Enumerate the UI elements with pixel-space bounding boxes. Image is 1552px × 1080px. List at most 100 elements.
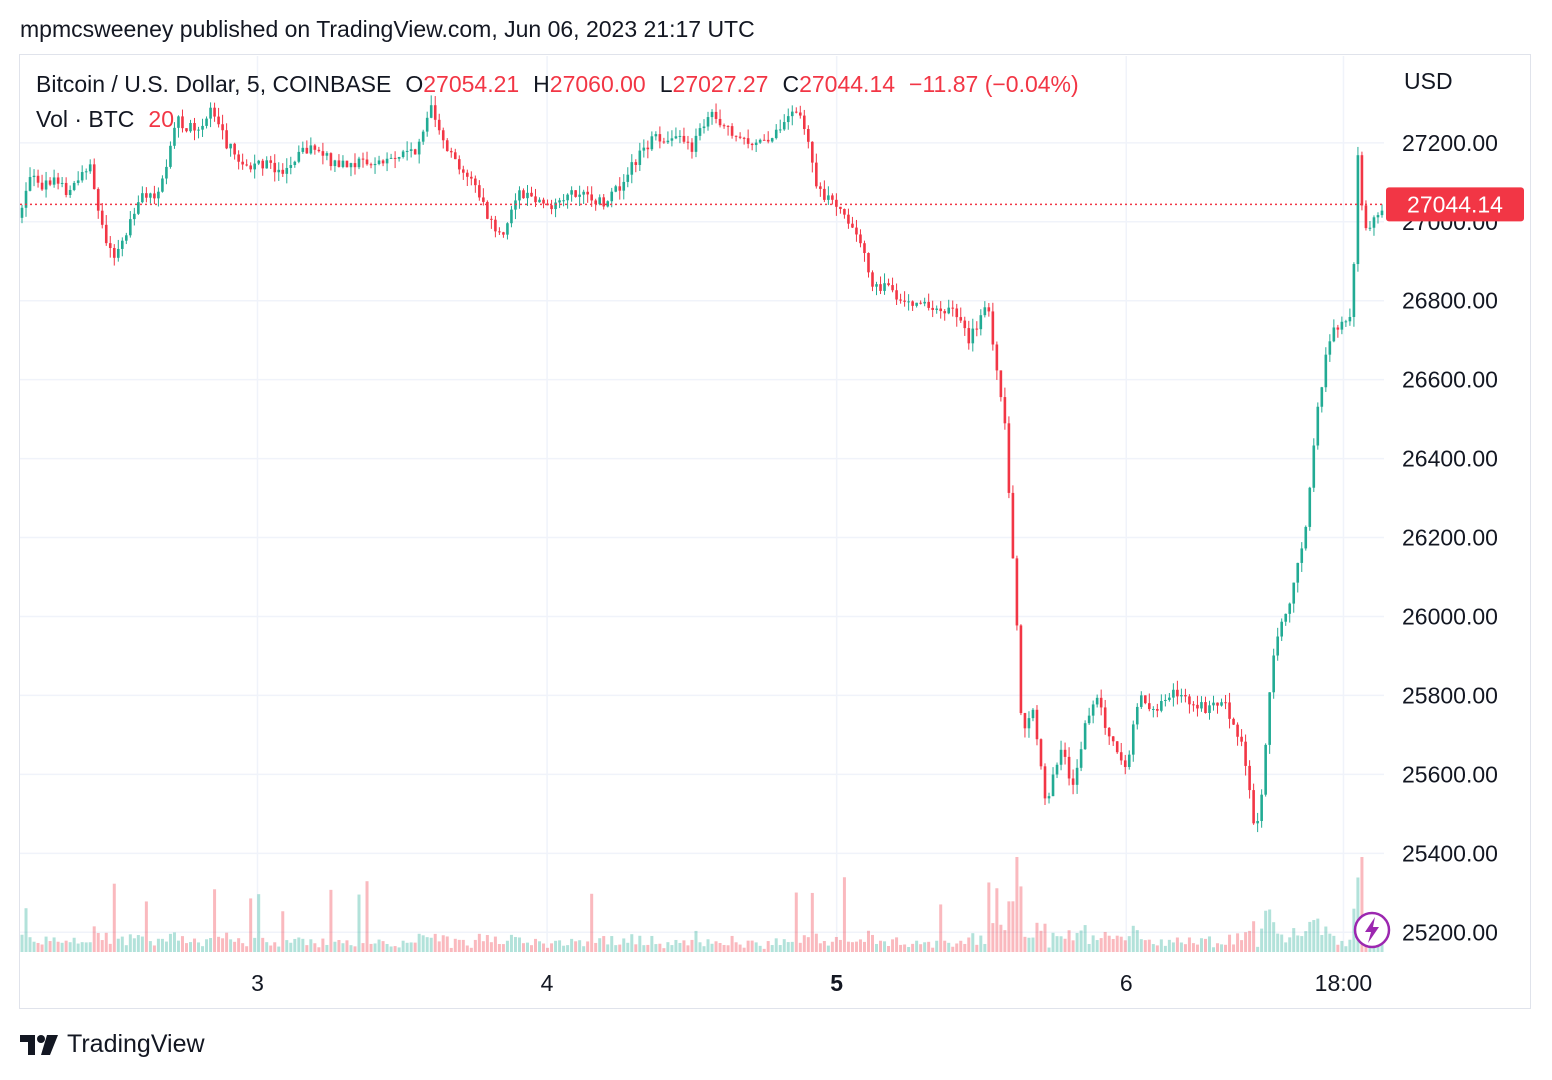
volume-bar bbox=[160, 938, 164, 952]
volume-bar bbox=[875, 943, 879, 952]
volume-bar bbox=[88, 942, 92, 952]
candle-body bbox=[453, 152, 457, 160]
volume-bar bbox=[838, 939, 842, 952]
candle-body bbox=[646, 147, 650, 150]
candle-body bbox=[562, 200, 565, 202]
candle-body bbox=[1087, 715, 1091, 724]
candle-body bbox=[1019, 625, 1023, 714]
open-label: O bbox=[405, 71, 424, 97]
volume-bar bbox=[52, 937, 56, 952]
candle-body bbox=[1364, 205, 1368, 229]
candle-body bbox=[1067, 756, 1071, 779]
volume-bar bbox=[1127, 936, 1131, 952]
volume-bar bbox=[257, 894, 261, 952]
candle-body bbox=[261, 160, 265, 169]
candle-body bbox=[1035, 709, 1039, 740]
candle-body bbox=[185, 128, 188, 132]
candle-body bbox=[44, 180, 48, 190]
volume-bar bbox=[1031, 937, 1035, 952]
candle-body bbox=[116, 248, 120, 258]
candle-body bbox=[1091, 704, 1095, 716]
volume-bar bbox=[931, 947, 935, 952]
volume-bar bbox=[927, 941, 931, 952]
volume-bar bbox=[650, 935, 654, 952]
candle-body bbox=[1332, 327, 1336, 342]
volume-bar bbox=[485, 935, 489, 952]
volume-bar bbox=[449, 947, 453, 952]
volume-bar bbox=[1199, 938, 1203, 952]
volume-bar bbox=[44, 936, 48, 952]
volume-bar bbox=[1316, 918, 1320, 952]
volume-bar bbox=[1131, 925, 1135, 952]
candle-body bbox=[694, 135, 698, 152]
volume-bar bbox=[184, 943, 188, 952]
volume-bar bbox=[309, 939, 313, 952]
candle-body bbox=[1272, 655, 1275, 693]
volume-bar bbox=[959, 940, 963, 952]
candle-body bbox=[1111, 736, 1115, 742]
volume-bar bbox=[907, 947, 911, 952]
candle-body bbox=[1015, 558, 1019, 626]
volume-bar bbox=[473, 939, 477, 952]
candle-body bbox=[714, 111, 718, 119]
candle-body bbox=[133, 213, 136, 220]
volume-bar bbox=[919, 944, 923, 952]
candle-body bbox=[1216, 702, 1219, 706]
candle-body bbox=[317, 149, 321, 152]
candle-body bbox=[903, 300, 906, 302]
candle-body bbox=[1176, 689, 1179, 697]
candle-body bbox=[56, 177, 60, 184]
lightning-icon[interactable] bbox=[1352, 910, 1392, 950]
volume-bar bbox=[758, 945, 762, 952]
volume-bar bbox=[1091, 935, 1095, 952]
candle-body bbox=[1380, 210, 1384, 216]
volume-bar bbox=[1151, 944, 1155, 952]
volume-bar bbox=[1139, 939, 1143, 952]
candle-body bbox=[754, 142, 758, 146]
candle-body bbox=[52, 177, 56, 185]
candle-body bbox=[177, 116, 180, 128]
volume-bar bbox=[389, 946, 393, 952]
volume-bar bbox=[1368, 947, 1372, 952]
volume-bar bbox=[517, 937, 521, 952]
volume-bar bbox=[814, 933, 818, 952]
candle-body bbox=[911, 301, 914, 306]
volume-bar bbox=[1308, 921, 1312, 952]
volume-bar bbox=[554, 940, 558, 952]
volume-value: 20 bbox=[148, 106, 175, 132]
volume-bar bbox=[409, 942, 413, 952]
volume-bar bbox=[333, 941, 337, 952]
volume-bar bbox=[730, 935, 734, 952]
volume-bar bbox=[1179, 942, 1183, 952]
candle-body bbox=[1244, 741, 1247, 766]
volume-bar bbox=[152, 945, 156, 952]
candle-body bbox=[205, 118, 208, 126]
volume-bar bbox=[790, 941, 794, 952]
volume-bar bbox=[999, 924, 1003, 952]
volume-bar bbox=[176, 940, 180, 952]
volume-bar bbox=[120, 936, 124, 952]
close-label: C bbox=[782, 71, 800, 97]
candle-body bbox=[686, 141, 690, 143]
volume-bar bbox=[682, 940, 686, 952]
candle-body bbox=[702, 126, 706, 129]
candle-body bbox=[662, 141, 666, 143]
volume-bar bbox=[1115, 935, 1119, 952]
candle-body bbox=[851, 223, 854, 228]
candle-body bbox=[1368, 227, 1372, 229]
high-label: H bbox=[533, 71, 550, 97]
volume-bar bbox=[96, 932, 100, 952]
volume-bar bbox=[253, 937, 257, 952]
candle-body bbox=[819, 186, 822, 189]
candle-body bbox=[550, 205, 553, 210]
footer-brand[interactable]: TradingView bbox=[20, 1030, 205, 1059]
volume-bar bbox=[774, 938, 778, 952]
volume-bar bbox=[469, 947, 473, 952]
candle-body bbox=[441, 130, 445, 141]
volume-bar bbox=[189, 942, 192, 952]
symbol-title: Bitcoin / U.S. Dollar, 5, COINBASE bbox=[36, 71, 392, 97]
candle-body bbox=[1180, 695, 1183, 697]
candle-body bbox=[650, 136, 654, 150]
volume-bar bbox=[967, 937, 971, 952]
